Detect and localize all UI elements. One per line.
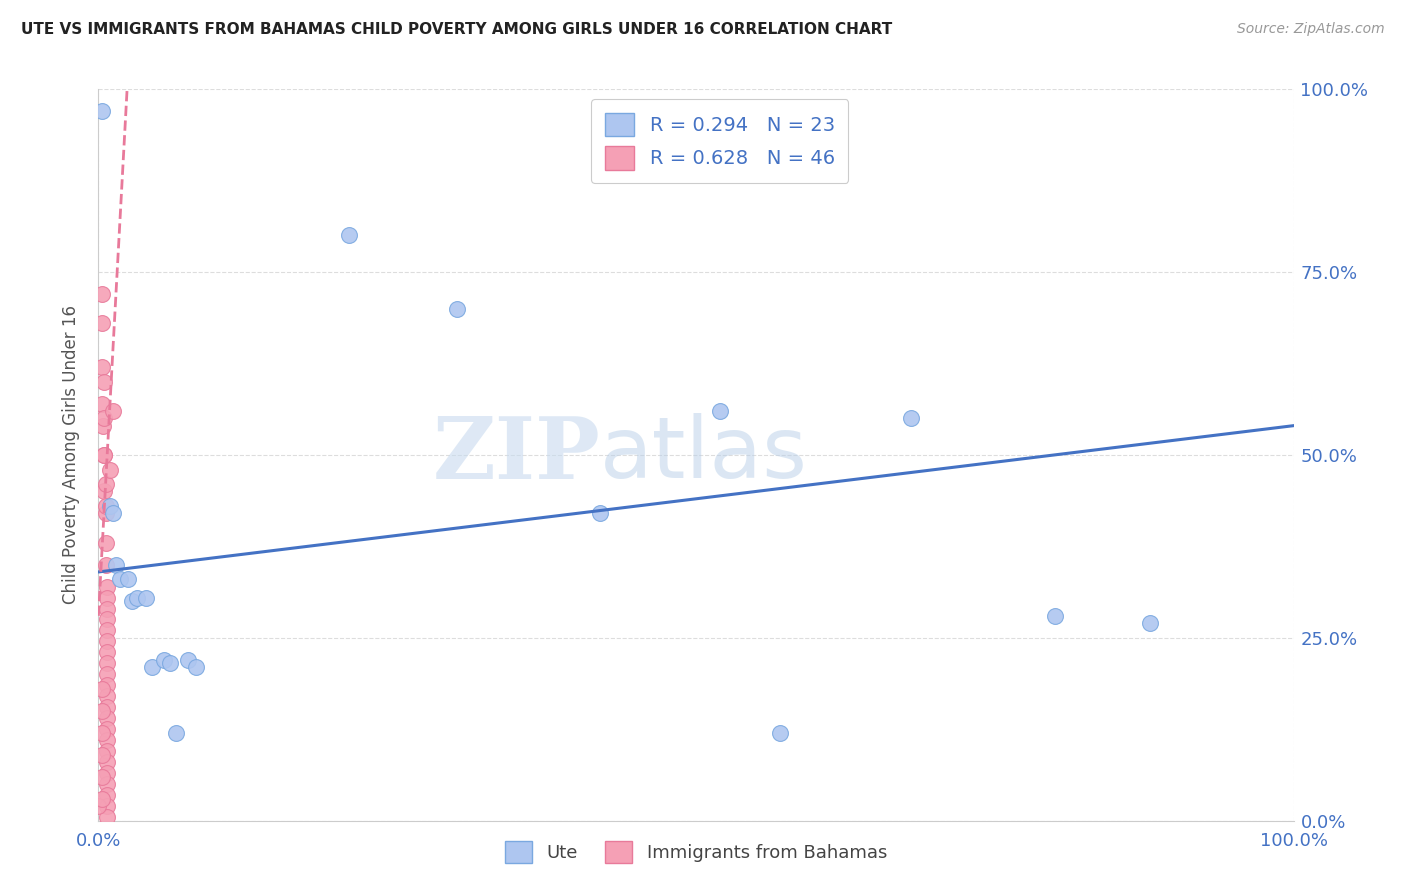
- Point: [96, 810, 118, 824]
- Point: [105, 558, 128, 572]
- Point: [94, 499, 117, 513]
- Point: [96, 624, 118, 638]
- Point: [91, 104, 114, 119]
- Point: [96, 601, 118, 615]
- Point: [96, 744, 118, 758]
- Point: [93, 448, 115, 462]
- Point: [108, 572, 131, 586]
- Point: [96, 667, 118, 681]
- Point: [339, 228, 361, 243]
- Point: [94, 507, 117, 521]
- Point: [93, 375, 115, 389]
- Point: [98, 499, 122, 513]
- Point: [96, 723, 118, 737]
- Point: [141, 660, 163, 674]
- Point: [101, 507, 124, 521]
- Point: [1043, 608, 1066, 623]
- Point: [91, 704, 114, 718]
- Point: [125, 591, 148, 605]
- Point: [96, 788, 118, 802]
- Point: [768, 726, 790, 740]
- Point: [96, 755, 118, 769]
- Point: [91, 287, 114, 301]
- Legend: Ute, Immigrants from Bahamas: Ute, Immigrants from Bahamas: [498, 834, 894, 870]
- Point: [91, 726, 114, 740]
- Point: [117, 572, 139, 586]
- Point: [121, 594, 143, 608]
- Point: [91, 360, 114, 375]
- Point: [446, 301, 468, 316]
- Point: [87, 799, 110, 814]
- Point: [91, 316, 114, 330]
- Text: atlas: atlas: [600, 413, 808, 497]
- Point: [186, 660, 208, 674]
- Point: [98, 462, 122, 476]
- Point: [94, 558, 117, 572]
- Point: [91, 791, 114, 805]
- Point: [96, 657, 118, 671]
- Point: [709, 404, 731, 418]
- Point: [94, 477, 117, 491]
- Point: [101, 404, 124, 418]
- Point: [96, 645, 118, 659]
- Point: [135, 591, 157, 605]
- Point: [96, 634, 118, 648]
- Point: [91, 681, 114, 696]
- Point: [96, 711, 118, 725]
- Point: [900, 411, 922, 425]
- Point: [94, 535, 117, 549]
- Point: [96, 777, 118, 791]
- Point: [91, 418, 114, 433]
- Point: [165, 726, 187, 740]
- Point: [1139, 616, 1161, 631]
- Point: [96, 700, 118, 714]
- Y-axis label: Child Poverty Among Girls Under 16: Child Poverty Among Girls Under 16: [62, 305, 80, 605]
- Text: Source: ZipAtlas.com: Source: ZipAtlas.com: [1237, 22, 1385, 37]
- Point: [91, 397, 114, 411]
- Point: [96, 799, 118, 814]
- Point: [96, 733, 118, 747]
- Point: [96, 678, 118, 692]
- Text: UTE VS IMMIGRANTS FROM BAHAMAS CHILD POVERTY AMONG GIRLS UNDER 16 CORRELATION CH: UTE VS IMMIGRANTS FROM BAHAMAS CHILD POV…: [21, 22, 893, 37]
- Point: [96, 591, 118, 605]
- Point: [93, 411, 115, 425]
- Point: [96, 612, 118, 626]
- Point: [589, 507, 612, 521]
- Point: [177, 653, 200, 667]
- Point: [153, 653, 176, 667]
- Point: [91, 770, 114, 784]
- Point: [96, 766, 118, 780]
- Point: [93, 448, 115, 462]
- Point: [96, 580, 118, 594]
- Point: [91, 747, 114, 762]
- Point: [93, 484, 115, 499]
- Text: ZIP: ZIP: [433, 413, 600, 497]
- Point: [159, 657, 181, 671]
- Point: [96, 690, 118, 704]
